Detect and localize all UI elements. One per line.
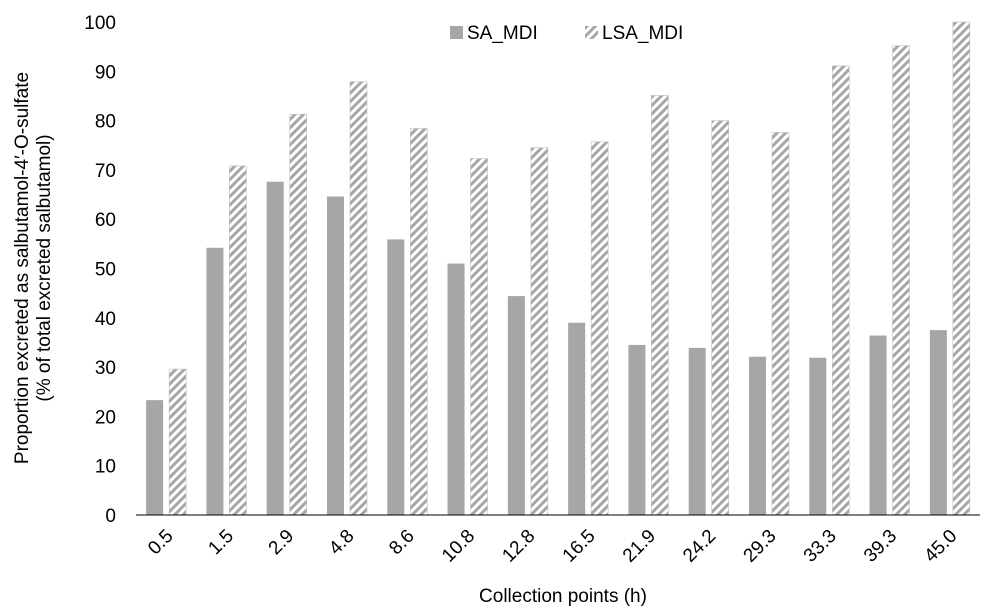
y-tick-label: 40 xyxy=(95,309,116,330)
y-tick-label: 70 xyxy=(95,161,116,182)
x-tick-label: 16.5 xyxy=(559,526,600,567)
x-axis-title: Collection points (h) xyxy=(479,586,647,607)
bar-lsa-mdi-21.9 xyxy=(651,95,669,516)
bar-lsa-mdi-8.6 xyxy=(409,128,428,516)
legend-swatch-sa-mdi xyxy=(450,26,463,39)
x-tick-label: 4.8 xyxy=(325,526,359,560)
bar-lsa-mdi-45.0 xyxy=(952,21,971,516)
bar-sa-mdi-45.0 xyxy=(929,330,947,515)
bar-lsa-mdi-24.2 xyxy=(711,120,730,516)
y-tick-label: 50 xyxy=(95,260,116,281)
bar-sa-mdi-16.5 xyxy=(568,322,586,515)
bar-sa-mdi-24.2 xyxy=(688,347,706,515)
x-tick-label: 8.6 xyxy=(385,526,419,560)
bar-lsa-mdi-4.8 xyxy=(349,81,368,516)
legend: SA_MDI LSA_MDI xyxy=(450,23,683,44)
y-tick-label: 90 xyxy=(95,62,116,83)
y-axis-title-group: Proportion excreted as salbutamol-4′-O-s… xyxy=(12,72,55,464)
x-axis-ticks: 0.5 1.5 2.9 4.8 8.6 10.8 12.8 16.5 21.9 24.2 29.3 3… xyxy=(144,526,961,567)
x-tick-label: 2.9 xyxy=(265,526,299,560)
y-tick-label: 30 xyxy=(95,358,116,379)
y-tick-label: 10 xyxy=(95,457,116,478)
x-tick-label: 33.3 xyxy=(800,526,841,567)
x-tick-label: 21.9 xyxy=(619,526,660,567)
y-axis-title-line2: (% of total excreted salbutamol) xyxy=(34,134,55,401)
bar-lsa-mdi-29.3 xyxy=(771,132,790,516)
bar-sa-mdi-0.5 xyxy=(146,400,164,515)
y-axis-title: Proportion excreted as salbutamol-4′-O-s… xyxy=(12,72,33,464)
bar-lsa-mdi-0.5 xyxy=(168,368,187,516)
bar-sa-mdi-33.3 xyxy=(809,357,827,515)
y-tick-label: 20 xyxy=(95,407,116,428)
bar-sa-mdi-8.6 xyxy=(387,239,405,515)
bar-lsa-mdi-12.8 xyxy=(530,147,549,516)
bars xyxy=(146,21,971,516)
legend-label-lsa-mdi: LSA_MDI xyxy=(602,23,683,44)
bar-sa-mdi-29.3 xyxy=(749,356,766,515)
x-tick-label: 12.8 xyxy=(498,526,539,567)
bar-sa-mdi-2.9 xyxy=(266,181,284,515)
bar-lsa-mdi-39.3 xyxy=(892,45,910,516)
y-tick-label: 100 xyxy=(84,13,116,34)
bar-sa-mdi-12.8 xyxy=(507,296,525,515)
bar-sa-mdi-4.8 xyxy=(327,196,344,515)
bar-lsa-mdi-33.3 xyxy=(831,65,850,516)
bar-sa-mdi-10.8 xyxy=(447,263,465,515)
bar-sa-mdi-1.5 xyxy=(206,247,224,515)
legend-label-sa-mdi: SA_MDI xyxy=(467,23,538,44)
bar-sa-mdi-39.3 xyxy=(869,335,887,515)
legend-swatch-lsa-mdi xyxy=(585,26,598,39)
y-tick-label: 0 xyxy=(105,506,116,527)
y-tick-label: 60 xyxy=(95,210,116,231)
x-tick-label: 0.5 xyxy=(144,526,178,560)
y-tick-label: 80 xyxy=(95,112,116,133)
bar-sa-mdi-21.9 xyxy=(628,344,646,515)
bar-lsa-mdi-2.9 xyxy=(289,113,308,516)
x-tick-label: 10.8 xyxy=(438,526,479,567)
bar-lsa-mdi-1.5 xyxy=(229,165,247,516)
x-tick-label: 1.5 xyxy=(204,526,238,560)
x-tick-label: 39.3 xyxy=(860,526,901,567)
bar-lsa-mdi-16.5 xyxy=(590,141,609,516)
x-tick-label: 45.0 xyxy=(920,526,961,567)
x-tick-label: 29.3 xyxy=(740,526,781,567)
x-tick-label: 24.2 xyxy=(679,526,720,567)
y-axis-ticks: 0 10 20 30 40 50 60 70 80 90 100 xyxy=(84,13,116,527)
bar-lsa-mdi-10.8 xyxy=(470,158,488,516)
